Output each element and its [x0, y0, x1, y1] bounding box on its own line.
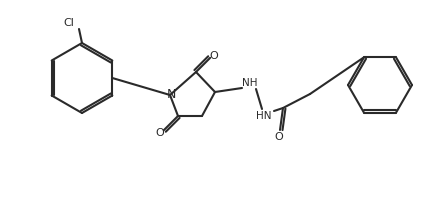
Text: Cl: Cl: [64, 18, 74, 28]
Text: O: O: [155, 128, 164, 138]
Text: O: O: [275, 132, 284, 142]
Text: NH: NH: [242, 78, 258, 88]
Text: HN: HN: [256, 111, 272, 121]
Text: N: N: [166, 88, 176, 100]
Text: O: O: [210, 51, 219, 61]
